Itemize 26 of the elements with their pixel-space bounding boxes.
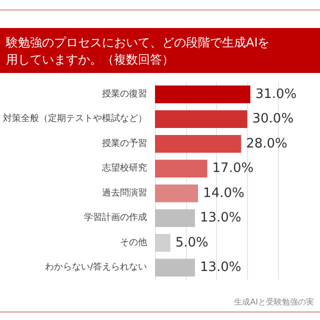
- y-tick-label: 授業の復習: [102, 88, 147, 100]
- data-label: 30.0%: [252, 112, 294, 127]
- y-tick-label: 志望校研究: [102, 162, 147, 174]
- y-tick-label: わからない/答えられない: [44, 262, 147, 273]
- data-label: 13.0%: [200, 210, 242, 226]
- data-label: 28.0%: [246, 136, 288, 152]
- data-label: 13.0%: [200, 260, 242, 276]
- bar: [155, 258, 195, 277]
- bar: [155, 85, 250, 104]
- y-tick-label: その他: [120, 236, 147, 248]
- data-label: 17.0%: [212, 161, 254, 176]
- bar: [155, 234, 170, 252]
- text: 生成AIと受験勉強の実: [234, 298, 314, 306]
- chart-title: 験勉強のプロセスにおいて、どの段階で生成AIを用していますか。（複数回答）: [5, 36, 270, 66]
- data-label: 5.0%: [175, 235, 208, 250]
- bar: [155, 160, 208, 178]
- y-tick-label: 対策全般（定期テストや模試など）: [3, 113, 147, 124]
- bar: [155, 110, 248, 128]
- bar: [155, 134, 242, 153]
- y-tick-label: 授業の予習: [102, 138, 147, 149]
- bar: [155, 209, 195, 228]
- y-tick-label: 過去問演習: [102, 187, 147, 198]
- y-tick-label: 学習計画の作成: [84, 212, 147, 224]
- bar: [155, 184, 198, 202]
- data-label: 14.0%: [203, 186, 244, 201]
- data-label: 31.0%: [255, 86, 297, 102]
